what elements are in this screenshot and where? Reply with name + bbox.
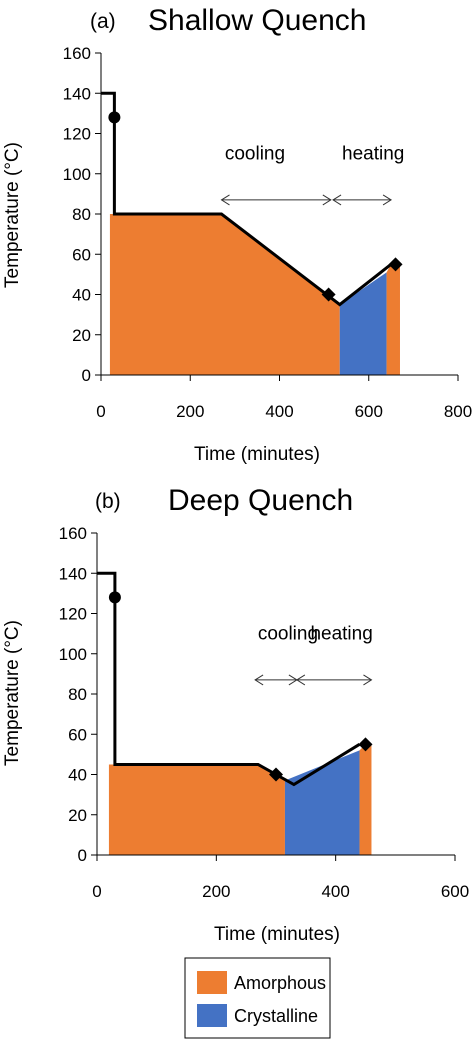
panel-a-annotation-cooling: cooling xyxy=(225,144,285,165)
panel-b-x-tick-label-2: 400 xyxy=(321,882,349,901)
panel-b-x-tick-label-3: 600 xyxy=(441,882,469,901)
panel-a-x-tick-label-4: 800 xyxy=(444,402,472,421)
panel-b-label: (b) xyxy=(95,490,121,513)
legend: Amorphous Crystalline xyxy=(184,957,331,1039)
panel-b-marker-circle-0 xyxy=(108,591,121,604)
panel-b-x-tick-label-0: 0 xyxy=(92,882,101,901)
panel-a-y-tick-label-3: 60 xyxy=(72,245,91,264)
panel-a-y-tick-label-7: 140 xyxy=(63,84,91,103)
panel-a-title: Shallow Quench xyxy=(148,4,366,37)
panel-a-y-tick-label-5: 100 xyxy=(63,165,91,184)
panel-b-plot-area: 0 20 40 60 80 100 120 140 160 0 200 400 600 coolinghe… xyxy=(59,524,470,901)
panel-a-x-tick-label-3: 600 xyxy=(355,402,383,421)
panel-a-cooling-arrow-head-right xyxy=(322,194,332,206)
panel-b-y-tick-label-5: 100 xyxy=(59,645,87,664)
panel-a-region-amorphous-2 xyxy=(386,264,400,375)
panel-b-annotation-heating: heating xyxy=(310,624,372,645)
legend-swatch-crystalline xyxy=(197,1004,227,1027)
panel-a-y-tick-label-1: 20 xyxy=(72,326,91,345)
panel-b-marker-diamond-1 xyxy=(269,767,283,782)
panel-a-y-tick-label-2: 40 xyxy=(72,286,91,305)
panel-a-x-tick-label-1: 200 xyxy=(176,402,204,421)
panel-b-y-tick-label-1: 20 xyxy=(68,806,87,825)
panel-a-x-tick-label-0: 0 xyxy=(96,402,105,421)
panel-a-region-crystalline-1 xyxy=(339,272,387,375)
panel-b-heating-arrow-head-left xyxy=(295,674,306,686)
panel-a-x-axis-label: Time (minutes) xyxy=(194,444,320,465)
panel-b-y-tick-label-4: 80 xyxy=(68,685,87,704)
panel-b-title: Deep Quench xyxy=(168,484,353,517)
panel-a-temperature-profile-line xyxy=(101,91,392,307)
legend-swatch-amorphous xyxy=(197,971,227,994)
panel-b-y-tick-label-2: 40 xyxy=(68,766,87,785)
panel-a-y-tick-label-8: 160 xyxy=(63,44,91,63)
panel-a-marker-diamond-1 xyxy=(321,287,336,302)
panel-a-y-tick-label-6: 120 xyxy=(63,125,91,144)
panel-b-heating-arrow xyxy=(295,674,373,686)
panel-b-deep-quench: (b) Deep Quench 0 20 40 60 80 100 120 140 160 0 20… xyxy=(2,484,469,945)
legend-label-crystalline: Crystalline xyxy=(234,1006,318,1026)
panel-b-y-axis-label: Temperature (°C) xyxy=(2,620,23,766)
panel-a-heating-arrow-head-left xyxy=(332,194,342,206)
panel-a-cooling-arrow-head-left xyxy=(220,194,230,206)
panel-a-cooling-arrow xyxy=(220,194,332,206)
panel-b-marker-diamond-2 xyxy=(358,737,373,752)
panel-a-plot-area: 0 20 40 60 80 100 120 140 160 0 200 400 600 800 coolin… xyxy=(63,44,473,421)
panel-a-heating-arrow-head-right xyxy=(382,194,393,206)
panel-a-y-tick-label-4: 80 xyxy=(72,205,91,224)
panel-b-cooling-arrow-head-left xyxy=(254,674,264,686)
panel-b-temperature-profile-line xyxy=(97,571,361,787)
panel-a-y-axis-label: Temperature (°C) xyxy=(2,142,23,288)
panel-a-shallow-quench: (a) Shallow Quench 0 20 40 60 80 100 120 140 160… xyxy=(2,4,472,465)
panel-b-region-crystalline-1 xyxy=(284,750,360,855)
panel-a-annotation-heating: heating xyxy=(342,144,404,165)
panel-b-x-axis-label: Time (minutes) xyxy=(214,924,340,945)
panel-a-heating-arrow xyxy=(332,194,393,206)
panel-b-y-tick-label-0: 0 xyxy=(78,846,87,865)
panel-b-cooling-arrow xyxy=(254,674,298,686)
panel-b-y-tick-label-7: 140 xyxy=(59,564,87,583)
panel-a-region-amorphous-0 xyxy=(109,214,340,375)
panel-b-region-amorphous-0 xyxy=(108,764,285,855)
panel-b-x-tick-label-1: 200 xyxy=(202,882,230,901)
panel-a-marker-circle-0 xyxy=(108,111,121,124)
panel-b-heating-arrow-head-right xyxy=(363,674,373,686)
panel-a-label: (a) xyxy=(90,10,116,33)
panel-b-region-amorphous-2 xyxy=(359,744,372,855)
panel-b-y-tick-label-6: 120 xyxy=(59,605,87,624)
panel-a-marker-diamond-2 xyxy=(388,257,403,272)
panel-b-y-tick-label-8: 160 xyxy=(59,524,87,543)
panel-b-annotation-cooling: cooling xyxy=(258,624,318,645)
panel-a-y-tick-label-0: 0 xyxy=(82,366,91,385)
panel-a-x-tick-label-2: 400 xyxy=(265,402,293,421)
panel-b-y-tick-label-3: 60 xyxy=(68,725,87,744)
legend-label-amorphous: Amorphous xyxy=(234,973,326,993)
